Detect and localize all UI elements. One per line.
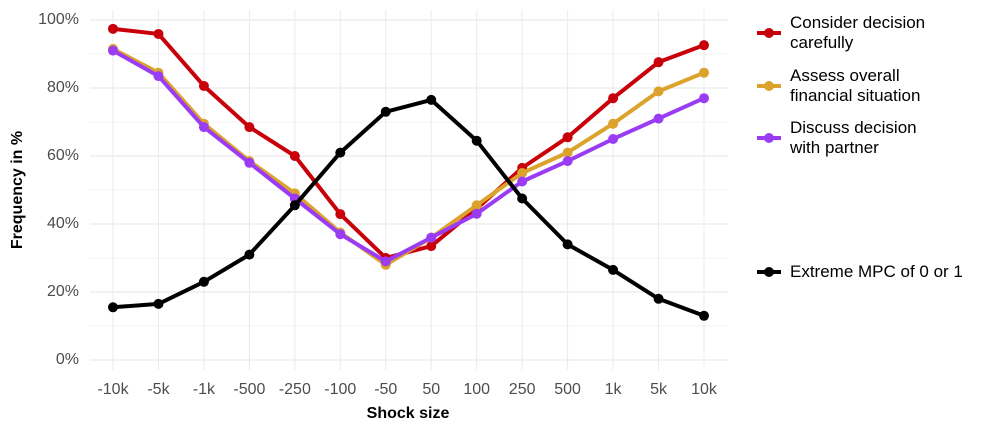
point [153, 298, 164, 309]
point [562, 132, 573, 143]
point [653, 293, 664, 304]
point [699, 93, 709, 104]
x-tick-label: -50 [374, 381, 397, 398]
point [335, 147, 346, 158]
point [517, 168, 528, 178]
x-tick-label: -5k [147, 381, 170, 398]
point [244, 157, 255, 168]
point [562, 156, 573, 167]
x-axis-title: Shock size [367, 405, 450, 422]
legend-point [764, 133, 774, 143]
point [562, 239, 573, 250]
point [471, 208, 482, 219]
point [153, 28, 164, 39]
point [380, 256, 391, 267]
y-tick-label: 60% [47, 147, 79, 164]
point [108, 23, 118, 34]
point [562, 147, 573, 158]
point [608, 118, 619, 129]
x-tick-label: 50 [422, 381, 440, 398]
x-tick-label: -10k [97, 381, 129, 398]
legend-label: Assess overall financial situation [790, 66, 921, 105]
point [653, 57, 664, 68]
point [289, 151, 300, 161]
series-line [112, 97, 705, 318]
point [608, 134, 619, 144]
point [426, 241, 437, 252]
point [426, 94, 437, 105]
point [153, 71, 164, 82]
x-tick-label: 5k [650, 381, 668, 398]
series [108, 94, 709, 321]
point [198, 80, 209, 91]
point [289, 200, 300, 211]
y-tick-label: 100% [38, 11, 79, 28]
point [653, 86, 664, 97]
point [198, 276, 209, 287]
point [426, 232, 437, 243]
y-tick-label: 0% [56, 351, 79, 368]
point [608, 264, 619, 275]
legend-label: Extreme MPC of 0 or 1 [790, 262, 963, 281]
point [517, 176, 528, 187]
series [108, 23, 709, 263]
x-tick-label: -1k [193, 381, 216, 398]
legend-label: Consider decision carefully [790, 13, 926, 52]
point [198, 122, 209, 133]
point [108, 45, 118, 56]
x-tick-label: 250 [509, 381, 536, 398]
point [653, 113, 664, 124]
point [108, 302, 118, 313]
point [699, 310, 709, 321]
point [335, 229, 346, 240]
point [244, 249, 255, 260]
x-tick-label: -100 [324, 381, 356, 398]
legend-label: Discuss decision with partner [790, 118, 917, 157]
point [699, 40, 709, 51]
y-tick-label: 80% [47, 79, 79, 96]
legend-point [764, 81, 774, 91]
x-tick-label: -250 [279, 381, 311, 398]
y-axis-title: Frequency in % [9, 131, 26, 249]
grid [90, 10, 728, 370]
x-tick-label: -500 [233, 381, 265, 398]
legend-point [764, 28, 774, 38]
series [108, 45, 709, 267]
point [380, 106, 391, 117]
series-line [112, 48, 705, 264]
point [471, 135, 482, 146]
y-tick-label: 40% [47, 215, 79, 232]
point [699, 67, 709, 78]
point [608, 93, 619, 104]
point [335, 209, 346, 220]
point [517, 193, 528, 204]
x-tick-label: 500 [554, 381, 581, 398]
x-tick-label: 100 [463, 381, 490, 398]
x-tick-label: 10k [691, 381, 718, 398]
point [471, 200, 482, 211]
legend-point [764, 267, 774, 277]
y-tick-label: 20% [47, 283, 79, 300]
x-tick-label: 1k [605, 381, 623, 398]
point [244, 122, 255, 133]
